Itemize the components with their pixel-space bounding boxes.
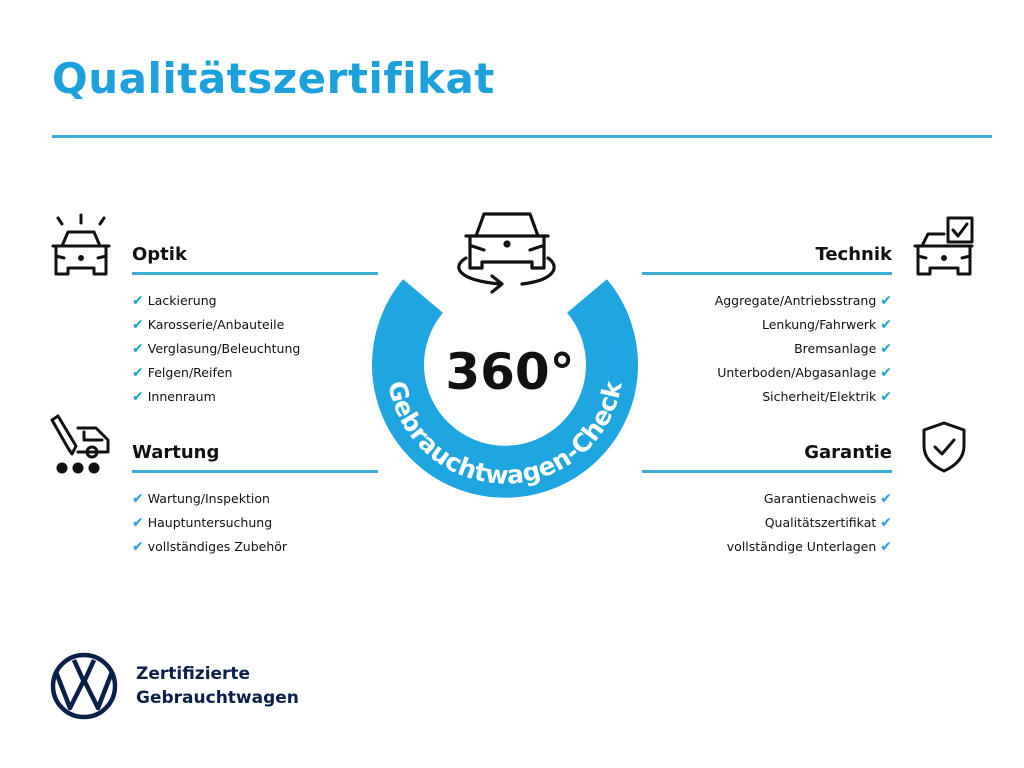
- service-van-icon: [50, 414, 110, 474]
- list-item: Lenkung/Fahrwerk ✔: [762, 317, 892, 333]
- check-icon: ✔: [880, 317, 892, 333]
- section-technik: Technik Aggregate/Antriebsstrang ✔ Lenkun…: [642, 242, 892, 409]
- check-icon: ✔: [880, 293, 892, 309]
- check-icon: ✔: [880, 515, 892, 531]
- list-item: Qualitätszertifikat ✔: [764, 515, 892, 531]
- list-item: ✔ Hauptuntersuchung: [132, 515, 273, 531]
- list-item: Unterboden/Abgasanlage ✔: [717, 365, 892, 381]
- section-garantie: Garantie Garantienachweis ✔ Qualitätszert…: [642, 440, 892, 559]
- list-item: ✔ Innenraum: [132, 389, 216, 405]
- section-wartung: Wartung ✔ Wartung/Inspektion ✔ Hauptunters…: [132, 440, 382, 559]
- section-title: Garantie: [804, 442, 892, 463]
- list-item: Aggregate/Antriebsstrang ✔: [714, 293, 892, 309]
- list-item: Garantienachweis ✔: [763, 491, 892, 507]
- section-divider: [132, 470, 378, 473]
- car-rotate-icon: [457, 212, 556, 294]
- list-item: Bremsanlage ✔: [794, 341, 892, 357]
- list-item: Sicherheit/Elektrik ✔: [762, 389, 892, 405]
- list-item: ✔ Verglasung/Beleuchtung: [132, 341, 301, 357]
- check-icon: ✔: [132, 293, 144, 309]
- check-icon: ✔: [132, 539, 144, 555]
- section-divider: [642, 470, 892, 473]
- shield-check-icon: [922, 421, 966, 473]
- section-title: Optik: [132, 244, 187, 265]
- list-item: ✔ Wartung/Inspektion: [132, 491, 270, 507]
- check-icon: ✔: [132, 365, 144, 381]
- list-item: vollständige Unterlagen ✔: [726, 539, 892, 555]
- section-title: Technik: [815, 244, 892, 265]
- vw-logo: [50, 652, 118, 720]
- check-icon: ✔: [880, 341, 892, 357]
- check-icon: ✔: [880, 539, 892, 555]
- check-icon: ✔: [132, 317, 144, 333]
- ring-arc: [372, 279, 638, 498]
- check-icon: ✔: [132, 491, 144, 507]
- check-icon: ✔: [132, 389, 144, 405]
- 360-value: 360°: [445, 343, 574, 401]
- list-item: ✔ Karosserie/Anbauteile: [132, 317, 285, 333]
- check-icon: ✔: [132, 515, 144, 531]
- list-item: ✔ Lackierung: [132, 293, 217, 309]
- check-icon: ✔: [880, 389, 892, 405]
- section-optik: Optik ✔ Lackierung ✔ Karosserie/Anbauteile…: [132, 242, 382, 409]
- check-icon: ✔: [880, 365, 892, 381]
- section-title: Wartung: [132, 442, 220, 463]
- page-title: Qualitätszertifikat: [52, 54, 495, 103]
- car-checkbox-icon: [913, 216, 974, 276]
- car-lights-icon: [51, 213, 111, 276]
- check-icon: ✔: [132, 341, 144, 357]
- list-item: ✔ vollständiges Zubehör: [132, 539, 288, 555]
- list-item: ✔ Felgen/Reifen: [132, 365, 233, 381]
- brand-text: Zertifizierte Gebrauchtwagen: [136, 664, 299, 708]
- check-icon: ✔: [880, 491, 892, 507]
- section-divider: [132, 272, 378, 275]
- section-divider: [642, 272, 892, 275]
- title-divider: [52, 135, 992, 138]
